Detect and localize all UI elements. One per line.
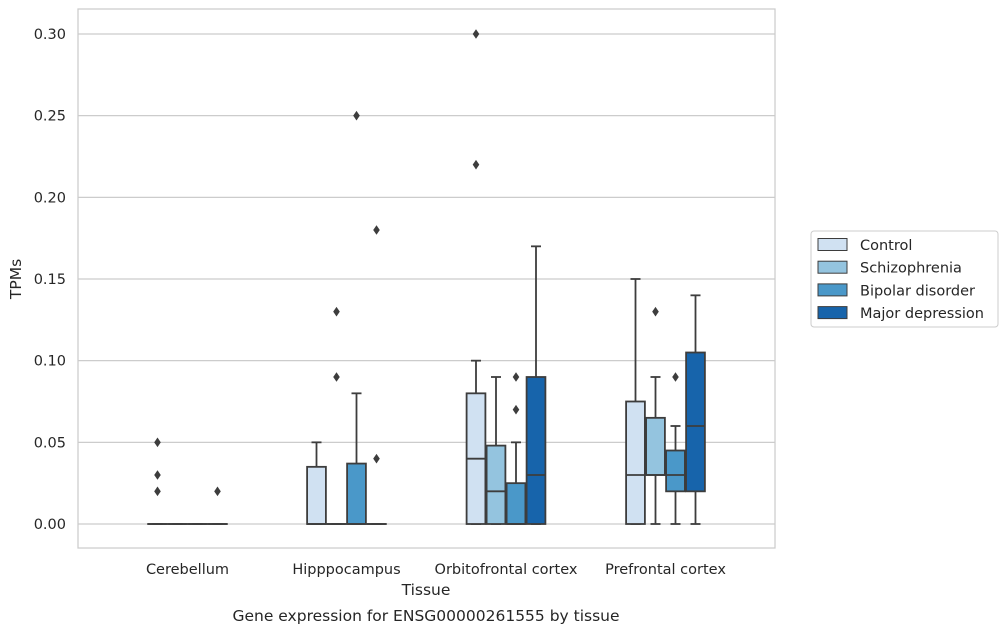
x-axis-ticks: Cerebellum Hipppocampus Orbitofrontal cort… (146, 562, 726, 578)
outlier-point (472, 159, 480, 170)
x-tick-label: Orbitofrontal cortex (435, 562, 578, 578)
box (465, 29, 487, 525)
box (645, 306, 666, 525)
outlier-point (373, 225, 380, 235)
y-tick-label: 0.05 (34, 435, 66, 451)
legend-label: Control (860, 238, 912, 254)
x-tick-label: Prefrontal cortex (605, 562, 726, 578)
outlier-point (652, 306, 659, 317)
box-body (346, 462, 367, 525)
box (306, 441, 327, 525)
box-body (505, 482, 527, 525)
x-tick-label: Cerebellum (146, 562, 229, 578)
outlier-point (154, 470, 161, 480)
plot-frame (77, 8, 776, 549)
y-tick-label: 0.15 (34, 272, 66, 288)
legend-swatch (817, 306, 848, 320)
box-body (685, 351, 706, 493)
box (685, 294, 706, 525)
box (525, 245, 547, 525)
legend-label: Major depression (860, 306, 984, 322)
outlier-point (154, 486, 161, 497)
outlier-point (472, 29, 480, 39)
box-body (625, 400, 646, 525)
box-body (306, 465, 327, 525)
legend-label: Schizophrenia (860, 261, 962, 277)
box (346, 110, 367, 525)
box (326, 306, 347, 525)
y-tick-label: 0.00 (34, 517, 66, 533)
plot-marks (147, 29, 706, 525)
outlier-point (333, 372, 340, 382)
box-body (645, 416, 666, 476)
box (485, 376, 507, 525)
box-body (485, 444, 507, 525)
y-tick-label: 0.30 (34, 27, 66, 43)
outlier-point (353, 110, 360, 121)
box (366, 225, 387, 525)
y-axis-title: TPMs (7, 259, 25, 300)
legend-swatch (817, 283, 848, 297)
box (665, 372, 686, 525)
outlier-point (154, 437, 161, 448)
legend-swatch (817, 260, 848, 274)
outlier-point (512, 372, 520, 382)
chart-title: Gene expression for ENSG00000261555 by t… (232, 607, 619, 625)
box (505, 372, 527, 525)
box (207, 486, 228, 525)
x-axis-title: Tissue (401, 581, 451, 599)
box-body (525, 376, 547, 525)
outlier-point (512, 404, 520, 415)
box-body (665, 449, 686, 493)
y-tick-label: 0.10 (34, 354, 66, 370)
y-tick-label: 0.25 (34, 109, 66, 125)
legend-frame (810, 230, 999, 328)
outlier-point (373, 453, 380, 464)
y-tick-label: 0.20 (34, 190, 66, 206)
legend-label: Bipolar disorder (860, 283, 975, 299)
outlier-point (333, 306, 340, 317)
outlier-point (214, 486, 221, 497)
box (625, 278, 646, 525)
box (147, 437, 168, 525)
outlier-point (672, 372, 679, 382)
x-tick-label: Hipppocampus (292, 562, 400, 578)
legend-swatch (817, 238, 848, 251)
legend: Control Schizophrenia Bipolar disorder Majo… (810, 230, 999, 328)
gridlines (78, 33, 775, 525)
y-axis-ticks: 0.00 0.05 0.10 0.15 0.20 0.25 0.30 (34, 27, 66, 533)
